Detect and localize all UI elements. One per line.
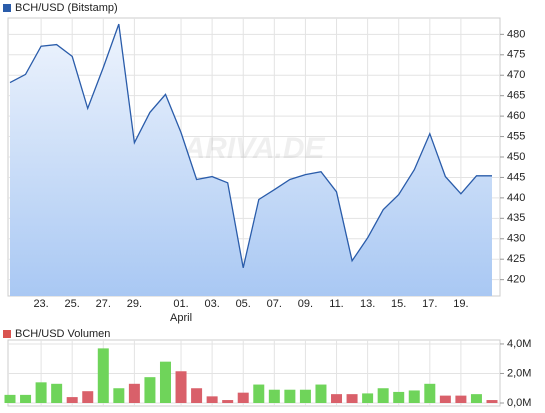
x-tick-label: 17. — [422, 298, 437, 310]
bar — [35, 382, 47, 403]
y-tick-label: 460 — [507, 110, 525, 122]
bar — [144, 377, 156, 403]
x-tick-label: 01. — [173, 298, 188, 310]
bar — [284, 389, 296, 403]
x-tick-label: 11. — [329, 298, 343, 310]
y-tick-label: 470 — [507, 69, 525, 81]
y-tick-label: 425 — [507, 253, 525, 265]
x-tick-label: 05. — [236, 298, 251, 310]
x-tick-label: 27. — [96, 298, 111, 310]
bar — [66, 397, 78, 403]
bar — [486, 400, 498, 403]
bar — [175, 371, 187, 403]
bar — [315, 384, 327, 403]
x-tick-label: 07. — [267, 298, 282, 310]
y-tick-label: 2,0M — [507, 367, 531, 379]
legend-label: BCH/USD (Bitstamp) — [15, 2, 118, 14]
bar — [331, 394, 343, 403]
line — [9, 23, 492, 268]
bar — [253, 384, 265, 403]
y-tick-label: 445 — [507, 171, 525, 183]
bar — [206, 396, 218, 403]
x-tick-label: 19. — [453, 298, 468, 310]
x-tick-label: 23. — [33, 298, 48, 310]
legend-label: BCH/USD Volumen — [15, 328, 110, 340]
x-tick-label: 13. — [360, 298, 375, 310]
bar — [191, 388, 203, 403]
bar — [362, 393, 374, 403]
watermark: ARIVA.DE — [182, 132, 325, 165]
x-tick-label: 09. — [298, 298, 313, 310]
bar — [346, 394, 358, 403]
bar — [268, 389, 280, 403]
bar — [97, 348, 109, 403]
bar — [408, 390, 420, 403]
bar — [82, 391, 94, 403]
bar — [299, 389, 311, 403]
y-tick-label: 0,0M — [507, 397, 531, 409]
y-tick-label: 4,0M — [507, 338, 531, 350]
y-tick-label: 450 — [507, 151, 525, 163]
y-tick-label: 465 — [507, 90, 525, 102]
bar — [51, 383, 63, 403]
x-tick-label: 15. — [391, 298, 406, 310]
bar — [393, 391, 405, 403]
x-tick-label: 25. — [65, 298, 80, 310]
bar — [377, 388, 389, 403]
bar — [455, 395, 467, 403]
y-tick-label: 435 — [507, 212, 525, 224]
y-tick-label: 420 — [507, 274, 525, 286]
y-tick-label: 455 — [507, 130, 525, 142]
legend-swatch — [3, 4, 11, 12]
y-tick-label: 440 — [507, 192, 525, 204]
x-tick-label: 29. — [127, 298, 142, 310]
bar — [4, 394, 16, 403]
bar — [113, 388, 125, 403]
y-tick-label: 475 — [507, 49, 525, 61]
area — [10, 24, 492, 296]
bar — [159, 361, 171, 403]
bar — [237, 392, 249, 403]
y-tick-label: 430 — [507, 233, 525, 245]
bar — [424, 383, 436, 403]
bar — [222, 400, 234, 403]
y-tick-label: 480 — [507, 28, 525, 40]
x-tick-label: 03. — [204, 298, 219, 310]
bar — [439, 395, 451, 403]
bar — [128, 383, 140, 403]
bar — [470, 394, 482, 403]
bar — [20, 394, 32, 403]
legend-swatch — [3, 330, 11, 338]
x-annotation: April — [170, 312, 192, 324]
